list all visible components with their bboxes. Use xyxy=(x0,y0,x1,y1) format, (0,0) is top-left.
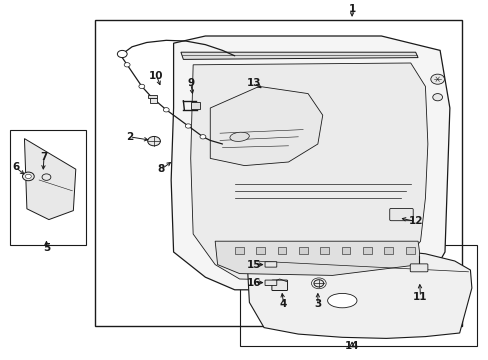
Text: 15: 15 xyxy=(246,260,261,270)
Polygon shape xyxy=(181,52,417,59)
Circle shape xyxy=(313,280,323,287)
Ellipse shape xyxy=(229,132,249,141)
FancyBboxPatch shape xyxy=(389,208,412,221)
Text: 13: 13 xyxy=(246,78,261,88)
Circle shape xyxy=(163,108,169,112)
Bar xyxy=(190,102,199,109)
Polygon shape xyxy=(24,139,76,220)
Bar xyxy=(384,247,392,254)
Bar xyxy=(320,247,328,254)
Text: 2: 2 xyxy=(126,132,133,142)
Text: 4: 4 xyxy=(279,299,287,309)
Circle shape xyxy=(139,84,144,89)
Ellipse shape xyxy=(327,293,356,308)
Polygon shape xyxy=(171,36,449,290)
Text: 3: 3 xyxy=(314,299,321,309)
Bar xyxy=(234,247,243,254)
Circle shape xyxy=(25,174,31,179)
Bar xyxy=(148,95,157,98)
Text: 7: 7 xyxy=(40,152,48,162)
Circle shape xyxy=(22,172,34,181)
Circle shape xyxy=(124,63,130,67)
Polygon shape xyxy=(215,241,419,275)
Text: 1: 1 xyxy=(348,4,355,14)
Bar xyxy=(277,247,286,254)
Polygon shape xyxy=(246,249,471,338)
Polygon shape xyxy=(210,86,322,166)
FancyBboxPatch shape xyxy=(271,280,287,291)
Polygon shape xyxy=(190,63,427,281)
FancyBboxPatch shape xyxy=(264,262,276,267)
Text: 9: 9 xyxy=(187,78,194,88)
Bar xyxy=(405,247,414,254)
Text: 5: 5 xyxy=(43,243,50,253)
Bar xyxy=(298,247,307,254)
Circle shape xyxy=(42,174,51,180)
Bar xyxy=(239,245,476,346)
Text: 16: 16 xyxy=(246,278,261,288)
Bar xyxy=(95,20,461,326)
Circle shape xyxy=(200,135,205,139)
Circle shape xyxy=(147,136,160,146)
Bar xyxy=(150,98,157,103)
Text: 11: 11 xyxy=(412,292,427,302)
Text: 12: 12 xyxy=(407,216,422,226)
FancyBboxPatch shape xyxy=(409,264,427,272)
Circle shape xyxy=(432,94,442,101)
Text: 10: 10 xyxy=(149,71,163,81)
Circle shape xyxy=(430,74,444,84)
Text: 6: 6 xyxy=(12,162,19,172)
Circle shape xyxy=(117,50,127,58)
FancyBboxPatch shape xyxy=(264,280,276,285)
Bar xyxy=(341,247,350,254)
Bar xyxy=(256,247,264,254)
Bar xyxy=(10,130,85,245)
Circle shape xyxy=(185,124,191,128)
Bar xyxy=(362,247,371,254)
Text: 14: 14 xyxy=(344,341,359,351)
Text: 8: 8 xyxy=(158,164,164,174)
